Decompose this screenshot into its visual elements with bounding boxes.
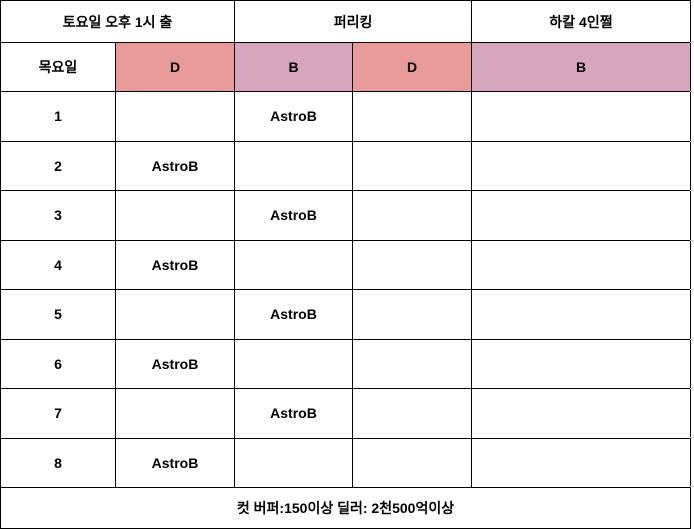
table-row: 1 AstroB	[0, 91, 692, 142]
table-row: 4 AstroB	[0, 239, 692, 290]
role-cell[interactable]: D	[351, 42, 473, 92]
row-number[interactable]: 2	[0, 140, 116, 191]
day-cell[interactable]: 목요일	[0, 42, 116, 92]
cell[interactable]: AstroB	[115, 239, 235, 290]
cell[interactable]	[351, 91, 473, 142]
header-party-1[interactable]: 퍼리킹	[233, 0, 473, 43]
row-number[interactable]: 1	[0, 91, 116, 142]
header-party-2[interactable]: 하칼 4인쩔	[471, 0, 692, 43]
cell[interactable]	[351, 239, 473, 290]
cell[interactable]	[351, 190, 473, 241]
cell[interactable]	[234, 338, 353, 389]
row-number[interactable]: 4	[0, 239, 116, 290]
row-number[interactable]: 6	[0, 338, 116, 389]
cell[interactable]	[471, 140, 692, 191]
cell[interactable]	[351, 338, 473, 389]
row-number[interactable]: 8	[0, 437, 116, 488]
cell[interactable]	[234, 140, 353, 191]
role-cell[interactable]: B	[471, 42, 692, 92]
table-row: 5 AstroB	[0, 289, 692, 340]
cell[interactable]	[351, 437, 473, 488]
cell[interactable]	[115, 91, 235, 142]
role-cell[interactable]: B	[234, 42, 353, 92]
cell[interactable]	[115, 289, 235, 340]
cell[interactable]	[471, 388, 692, 439]
header-time[interactable]: 토요일 오후 1시 출	[0, 0, 235, 43]
cell[interactable]	[351, 388, 473, 439]
row-number[interactable]: 3	[0, 190, 116, 241]
cell[interactable]: AstroB	[234, 289, 353, 340]
table-row: 7 AstroB	[0, 388, 692, 439]
cell[interactable]: AstroB	[115, 140, 235, 191]
table-row: 8 AstroB	[0, 437, 692, 488]
cell[interactable]	[115, 388, 235, 439]
row-number[interactable]: 7	[0, 388, 116, 439]
role-cell[interactable]: D	[115, 42, 235, 92]
cell[interactable]: AstroB	[115, 338, 235, 389]
cell[interactable]: AstroB	[115, 437, 235, 488]
table-row: 3 AstroB	[0, 190, 692, 241]
cell[interactable]	[471, 437, 692, 488]
footer-note[interactable]: 컷 버퍼:150이상 딜러: 2천500억이상	[0, 487, 692, 529]
cell[interactable]	[115, 190, 235, 241]
table-row: 6 AstroB	[0, 338, 692, 389]
cell[interactable]: AstroB	[234, 190, 353, 241]
cell[interactable]	[351, 289, 473, 340]
cell[interactable]: AstroB	[234, 91, 353, 142]
table-row: 2 AstroB	[0, 140, 692, 191]
cell[interactable]	[471, 239, 692, 290]
cell[interactable]	[471, 190, 692, 241]
row-number[interactable]: 5	[0, 289, 116, 340]
cell[interactable]	[234, 239, 353, 290]
cell[interactable]	[471, 91, 692, 142]
cell[interactable]	[471, 338, 692, 389]
cell[interactable]	[234, 437, 353, 488]
cell[interactable]	[471, 289, 692, 340]
cell[interactable]: AstroB	[234, 388, 353, 439]
cell[interactable]	[351, 140, 473, 191]
